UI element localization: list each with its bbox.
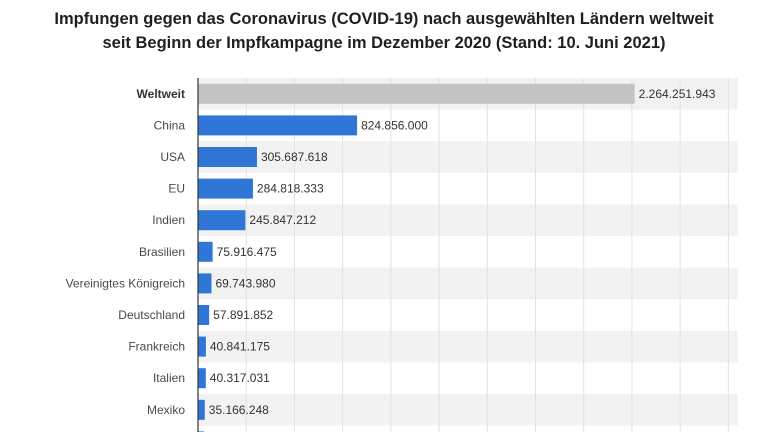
value-label: 824.856.000: [361, 118, 428, 132]
category-label: EU: [168, 182, 185, 196]
value-label: 245.847.212: [249, 213, 316, 227]
row-background: [198, 394, 738, 426]
value-label: 305.687.618: [261, 150, 328, 164]
category-label: Frankreich: [128, 340, 185, 354]
bar: [198, 241, 213, 262]
bar: [198, 399, 205, 420]
category-label: Italien: [153, 371, 185, 385]
row-background: [198, 204, 738, 236]
category-label: Brasilien: [139, 245, 185, 259]
value-label: 40.317.031: [210, 371, 270, 385]
value-label: 75.916.475: [217, 245, 277, 259]
chart-title: Impfungen gegen das Coronavirus (COVID-1…: [0, 7, 768, 55]
bar: [198, 147, 257, 167]
bar: [198, 273, 212, 294]
value-label: 35.166.248: [209, 403, 269, 417]
value-label: 2.264.251.943: [639, 87, 716, 101]
value-label: 57.891.852: [213, 308, 273, 322]
category-label: Indien: [152, 213, 185, 227]
bar: [198, 336, 206, 357]
value-label: 40.841.175: [210, 340, 270, 354]
bar: [198, 210, 246, 231]
row-background: [198, 267, 738, 300]
bar: [198, 178, 253, 199]
value-label: 284.818.333: [257, 182, 324, 196]
category-label: Weltweit: [137, 87, 185, 101]
category-label: China: [154, 118, 186, 132]
row-background: [198, 330, 738, 363]
chart-title-line-1: Impfungen gegen das Coronavirus (COVID-1…: [54, 10, 714, 28]
row-background: [198, 141, 738, 173]
value-label: 69.743.980: [215, 276, 275, 290]
bar: [198, 115, 358, 136]
bar: [198, 368, 206, 389]
bar: [198, 83, 635, 104]
category-label: Deutschland: [118, 308, 185, 322]
bar: [198, 305, 210, 325]
chart-title-line-2: seit Beginn der Impfkampagne im Dezember…: [102, 34, 666, 52]
category-label: Vereinigtes Königreich: [66, 276, 185, 290]
category-label: Mexiko: [147, 403, 185, 417]
category-label: USA: [160, 150, 185, 164]
